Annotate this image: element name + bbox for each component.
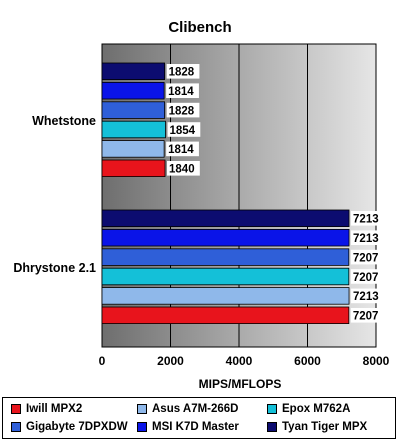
legend-item-tyan-tiger-mpx: Tyan Tiger MPX xyxy=(267,419,367,435)
chart-title: Clibench xyxy=(168,19,231,36)
bar-value-label: 7207 xyxy=(353,252,379,264)
legend-swatch xyxy=(267,404,277,414)
x-tick-label: 4000 xyxy=(226,354,253,368)
bar-label-background xyxy=(166,141,199,157)
legend-item-iwill-mpx2: Iwill MPX2 xyxy=(11,401,82,417)
bar-value-label: 7213 xyxy=(353,291,379,303)
legend-swatch xyxy=(267,422,277,432)
bar-value-label: 1814 xyxy=(168,144,194,156)
bar-value-label: 1828 xyxy=(169,105,195,117)
legend-item-asus-a7m-266d: Asus A7M-266D xyxy=(137,401,239,417)
legend-swatch xyxy=(137,404,147,414)
category-label-whetstone: Whetstone xyxy=(32,114,96,128)
legend-label: Iwill MPX2 xyxy=(26,403,83,415)
x-tick-labels: 0 2000 4000 6000 8000 xyxy=(99,354,390,368)
x-tick-label: 8000 xyxy=(363,354,390,368)
bar-whetstone-gigabyte-7dpxdw xyxy=(101,101,166,119)
legend-swatch xyxy=(11,404,21,414)
bar-value-label: 1828 xyxy=(169,67,195,79)
bar-value-label: 1840 xyxy=(169,164,195,176)
legend-swatch xyxy=(137,422,147,432)
bar-label-background xyxy=(351,230,384,245)
x-tick-label: 0 xyxy=(99,354,106,368)
legend-item-epox-m762a: Epox M762A xyxy=(267,401,350,417)
bar-dhrystone-2-1-iwill-mpx2 xyxy=(101,306,350,325)
legend-item-msi-k7d-master: MSI K7D Master xyxy=(137,419,239,435)
bar-label-background xyxy=(350,269,384,284)
bar-whetstone-epox-m762a xyxy=(101,120,166,139)
x-tick-label: 2000 xyxy=(157,354,184,368)
bar-whetstone-iwill-mpx2 xyxy=(101,159,166,178)
bar-label-background xyxy=(350,308,384,323)
legend: Iwill MPX2 Asus A7M-266D Epox M762A Gigabyt… xyxy=(2,397,396,439)
x-axis-label: MIPS/MFLOPS xyxy=(199,377,282,391)
legend-label: Tyan Tiger MPX xyxy=(282,421,368,433)
legend-label: MSI K7D Master xyxy=(152,421,239,433)
bar-label-background xyxy=(351,211,384,226)
bar-whetstone-tyan-tiger-mpx xyxy=(101,62,166,81)
bar-dhrystone-2-1-msi-k7d-master xyxy=(101,228,350,247)
bar-value-label: 7213 xyxy=(353,214,379,226)
legend-item-gigabyte-7dpxdw: Gigabyte 7DPXDW xyxy=(11,419,128,435)
bar-whetstone-asus-a7m-266d xyxy=(101,140,165,158)
bar-value-label: 7207 xyxy=(353,272,379,284)
bar-dhrystone-2-1-asus-a7m-266d xyxy=(101,287,350,305)
bar-value-label: 7207 xyxy=(353,311,379,323)
bar-value-label: 1814 xyxy=(168,86,194,98)
x-tick-label: 6000 xyxy=(294,354,321,368)
legend-label: Gigabyte 7DPXDW xyxy=(26,421,128,433)
bar-label-background xyxy=(350,249,384,265)
bar-chart: Clibench 1828 1814 1828 1854 1814 1840 7213 721… xyxy=(13,19,390,391)
bar-value-labels: 1828 1814 1828 1854 1814 1840 7213 7213 7207 7207… xyxy=(166,64,384,323)
bar-whetstone-msi-k7d-master xyxy=(101,82,165,100)
bar-value-label: 1854 xyxy=(169,125,195,137)
legend-label: Asus A7M-266D xyxy=(152,403,239,415)
bar-dhrystone-2-1-tyan-tiger-mpx xyxy=(101,209,350,228)
bar-label-background xyxy=(166,83,199,98)
bar-label-background xyxy=(167,122,201,137)
legend-label: Epox M762A xyxy=(282,403,351,415)
category-labels: Whetstone Dhrystone 2.1 xyxy=(13,114,96,275)
bar-label-background xyxy=(351,288,384,304)
category-label-dhrystone-2-1: Dhrystone 2.1 xyxy=(13,261,96,275)
bar-label-background xyxy=(166,102,200,118)
bar-value-label: 7213 xyxy=(353,233,379,245)
bars xyxy=(101,62,350,325)
bar-label-background xyxy=(167,161,200,176)
bar-dhrystone-2-1-gigabyte-7dpxdw xyxy=(101,248,350,266)
legend-swatch xyxy=(11,422,21,432)
bar-dhrystone-2-1-epox-m762a xyxy=(101,267,350,286)
bar-label-background xyxy=(166,64,200,79)
